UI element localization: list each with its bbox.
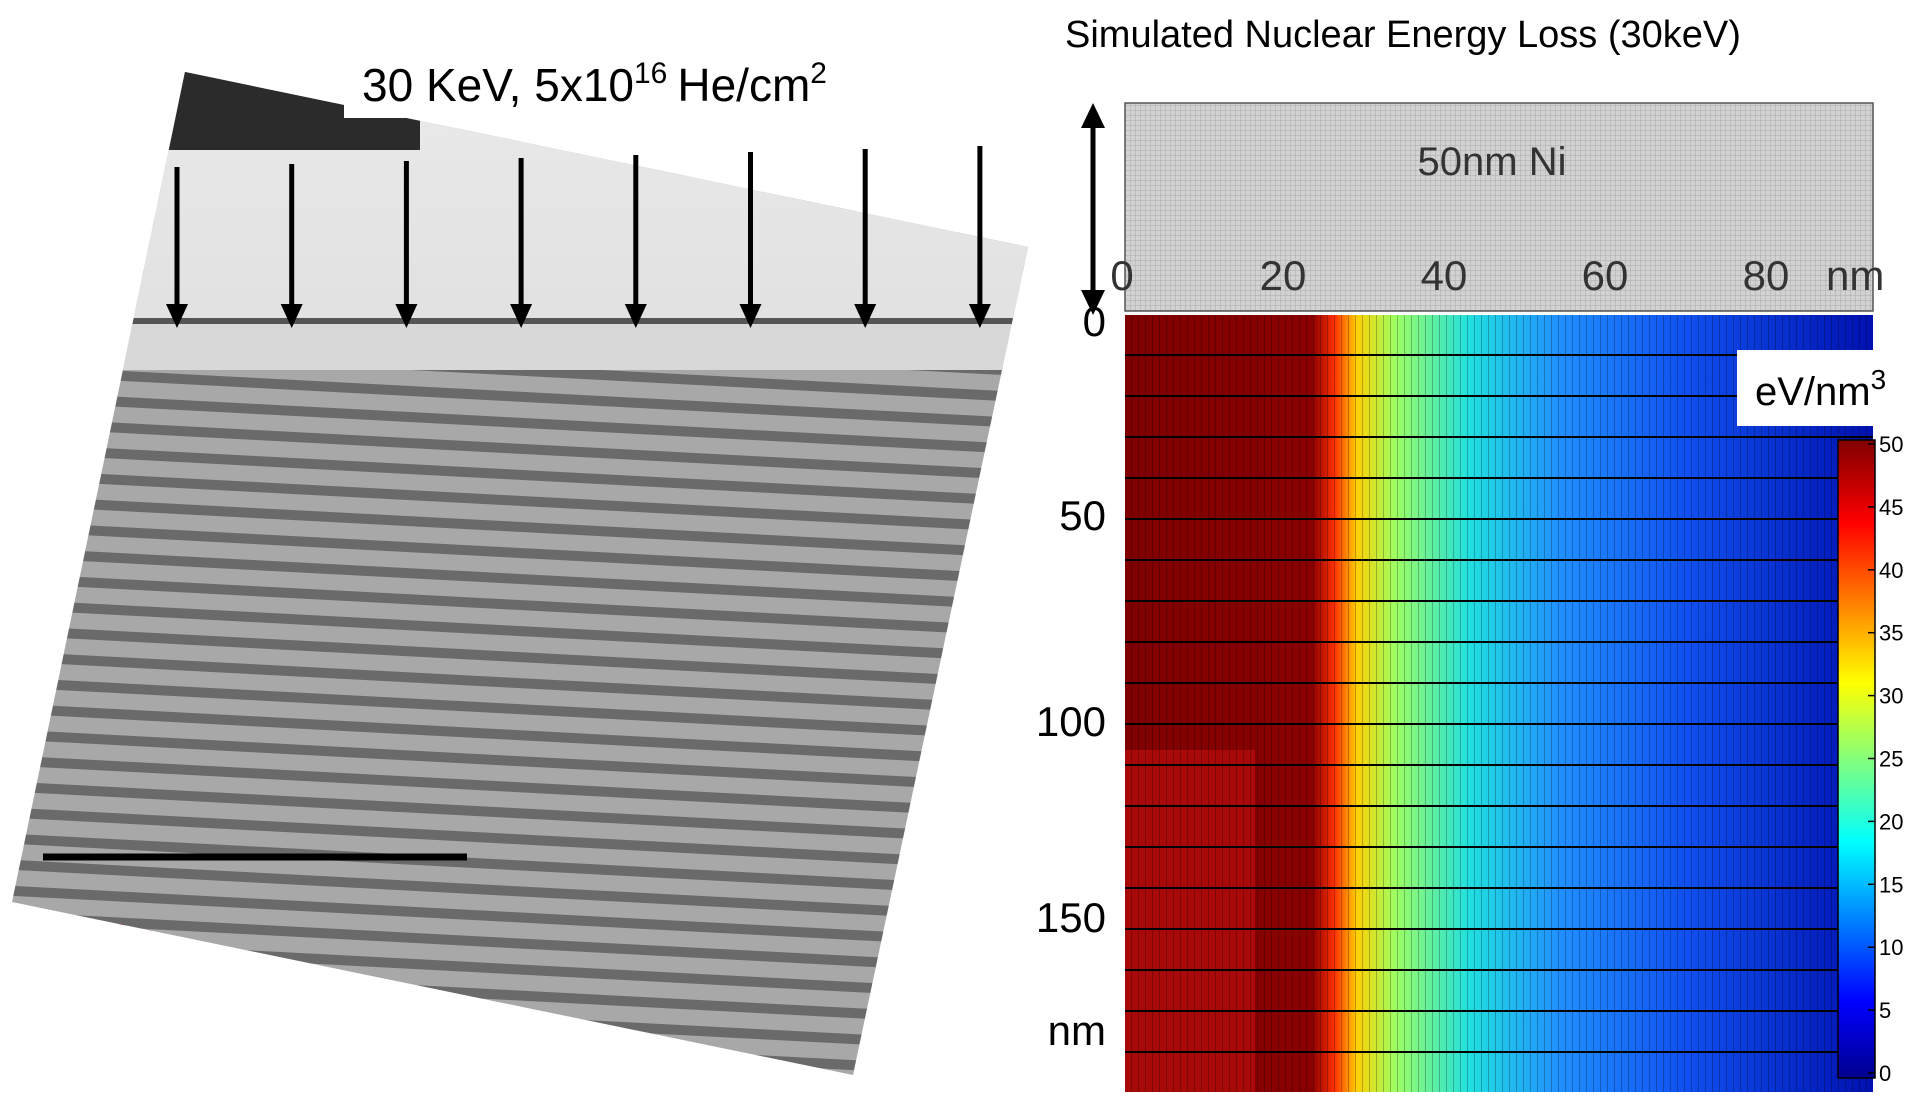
beam-label-exponent: 16 (634, 57, 667, 90)
layer-label: 50nm Ni (1418, 140, 1567, 184)
arrow-head (166, 304, 188, 328)
colorbar-tick-label: 0 (1879, 1061, 1891, 1086)
x-tick-label: 20 (1260, 252, 1307, 299)
depth-arrow (1081, 103, 1105, 315)
x-tick-label: 0 (1110, 252, 1133, 299)
y-tick-label: 0 (1083, 298, 1106, 345)
y-tick-label: 150 (1036, 894, 1106, 941)
y-axis: 0 50 100 150 nm (1036, 298, 1106, 1054)
beam-label-text: 30 KeV, 5x10 (362, 59, 634, 111)
x-tick-label: 40 (1421, 252, 1468, 299)
x-axis: 0 20 40 60 80 nm (1110, 252, 1884, 299)
colorbar-tick-label: 40 (1879, 558, 1903, 583)
colorbar-tick-label: 5 (1879, 998, 1891, 1023)
x-unit: nm (1826, 252, 1884, 299)
colorbar-tick-label: 25 (1879, 747, 1903, 772)
colorbar-label-box (1737, 350, 1928, 426)
beam-label-unit-exponent: 2 (810, 57, 827, 90)
colorbar-tick-label: 10 (1879, 935, 1903, 960)
label-box (344, 50, 915, 118)
arrow-head (968, 304, 991, 328)
arrow-head (739, 304, 762, 328)
beam-label-unit: He/cm (677, 59, 810, 111)
y-tick-label: 50 (1059, 492, 1106, 539)
ni-layer (1124, 102, 1874, 312)
x-tick-label: 80 (1743, 252, 1790, 299)
arrow-head (510, 304, 533, 328)
colorbar-ticks: 0 5 10 15 20 25 30 35 40 45 50 (1868, 432, 1903, 1086)
arrow-head (280, 304, 303, 328)
x-tick-label: 60 (1582, 252, 1629, 299)
y-tick-label: 100 (1036, 698, 1106, 745)
arrow-head (854, 304, 877, 328)
beam-arrows (166, 146, 991, 328)
colorbar-tick-label: 20 (1879, 809, 1903, 834)
arrow-head (395, 304, 418, 328)
heatmap (1125, 315, 1873, 1092)
colorbar-tick-label: 30 (1879, 684, 1903, 709)
y-unit: nm (1048, 1007, 1106, 1054)
colorbar-tick-label: 15 (1879, 872, 1903, 897)
colorbar-label-text: eV/nm (1755, 370, 1871, 414)
arrow-head (624, 304, 647, 328)
colorbar-label-exponent: 3 (1871, 364, 1887, 395)
colorbar-tick-label: 45 (1879, 495, 1903, 520)
colorbar-label: eV/nm3 (1755, 364, 1886, 414)
beam-label: 30 KeV, 5x1016 He/cm2 (362, 57, 827, 111)
colorbar-tick-label: 50 (1879, 432, 1903, 457)
panel-title: Simulated Nuclear Energy Loss (30keV) (1065, 14, 1741, 56)
colorbar-tick-label: 35 (1879, 621, 1903, 646)
